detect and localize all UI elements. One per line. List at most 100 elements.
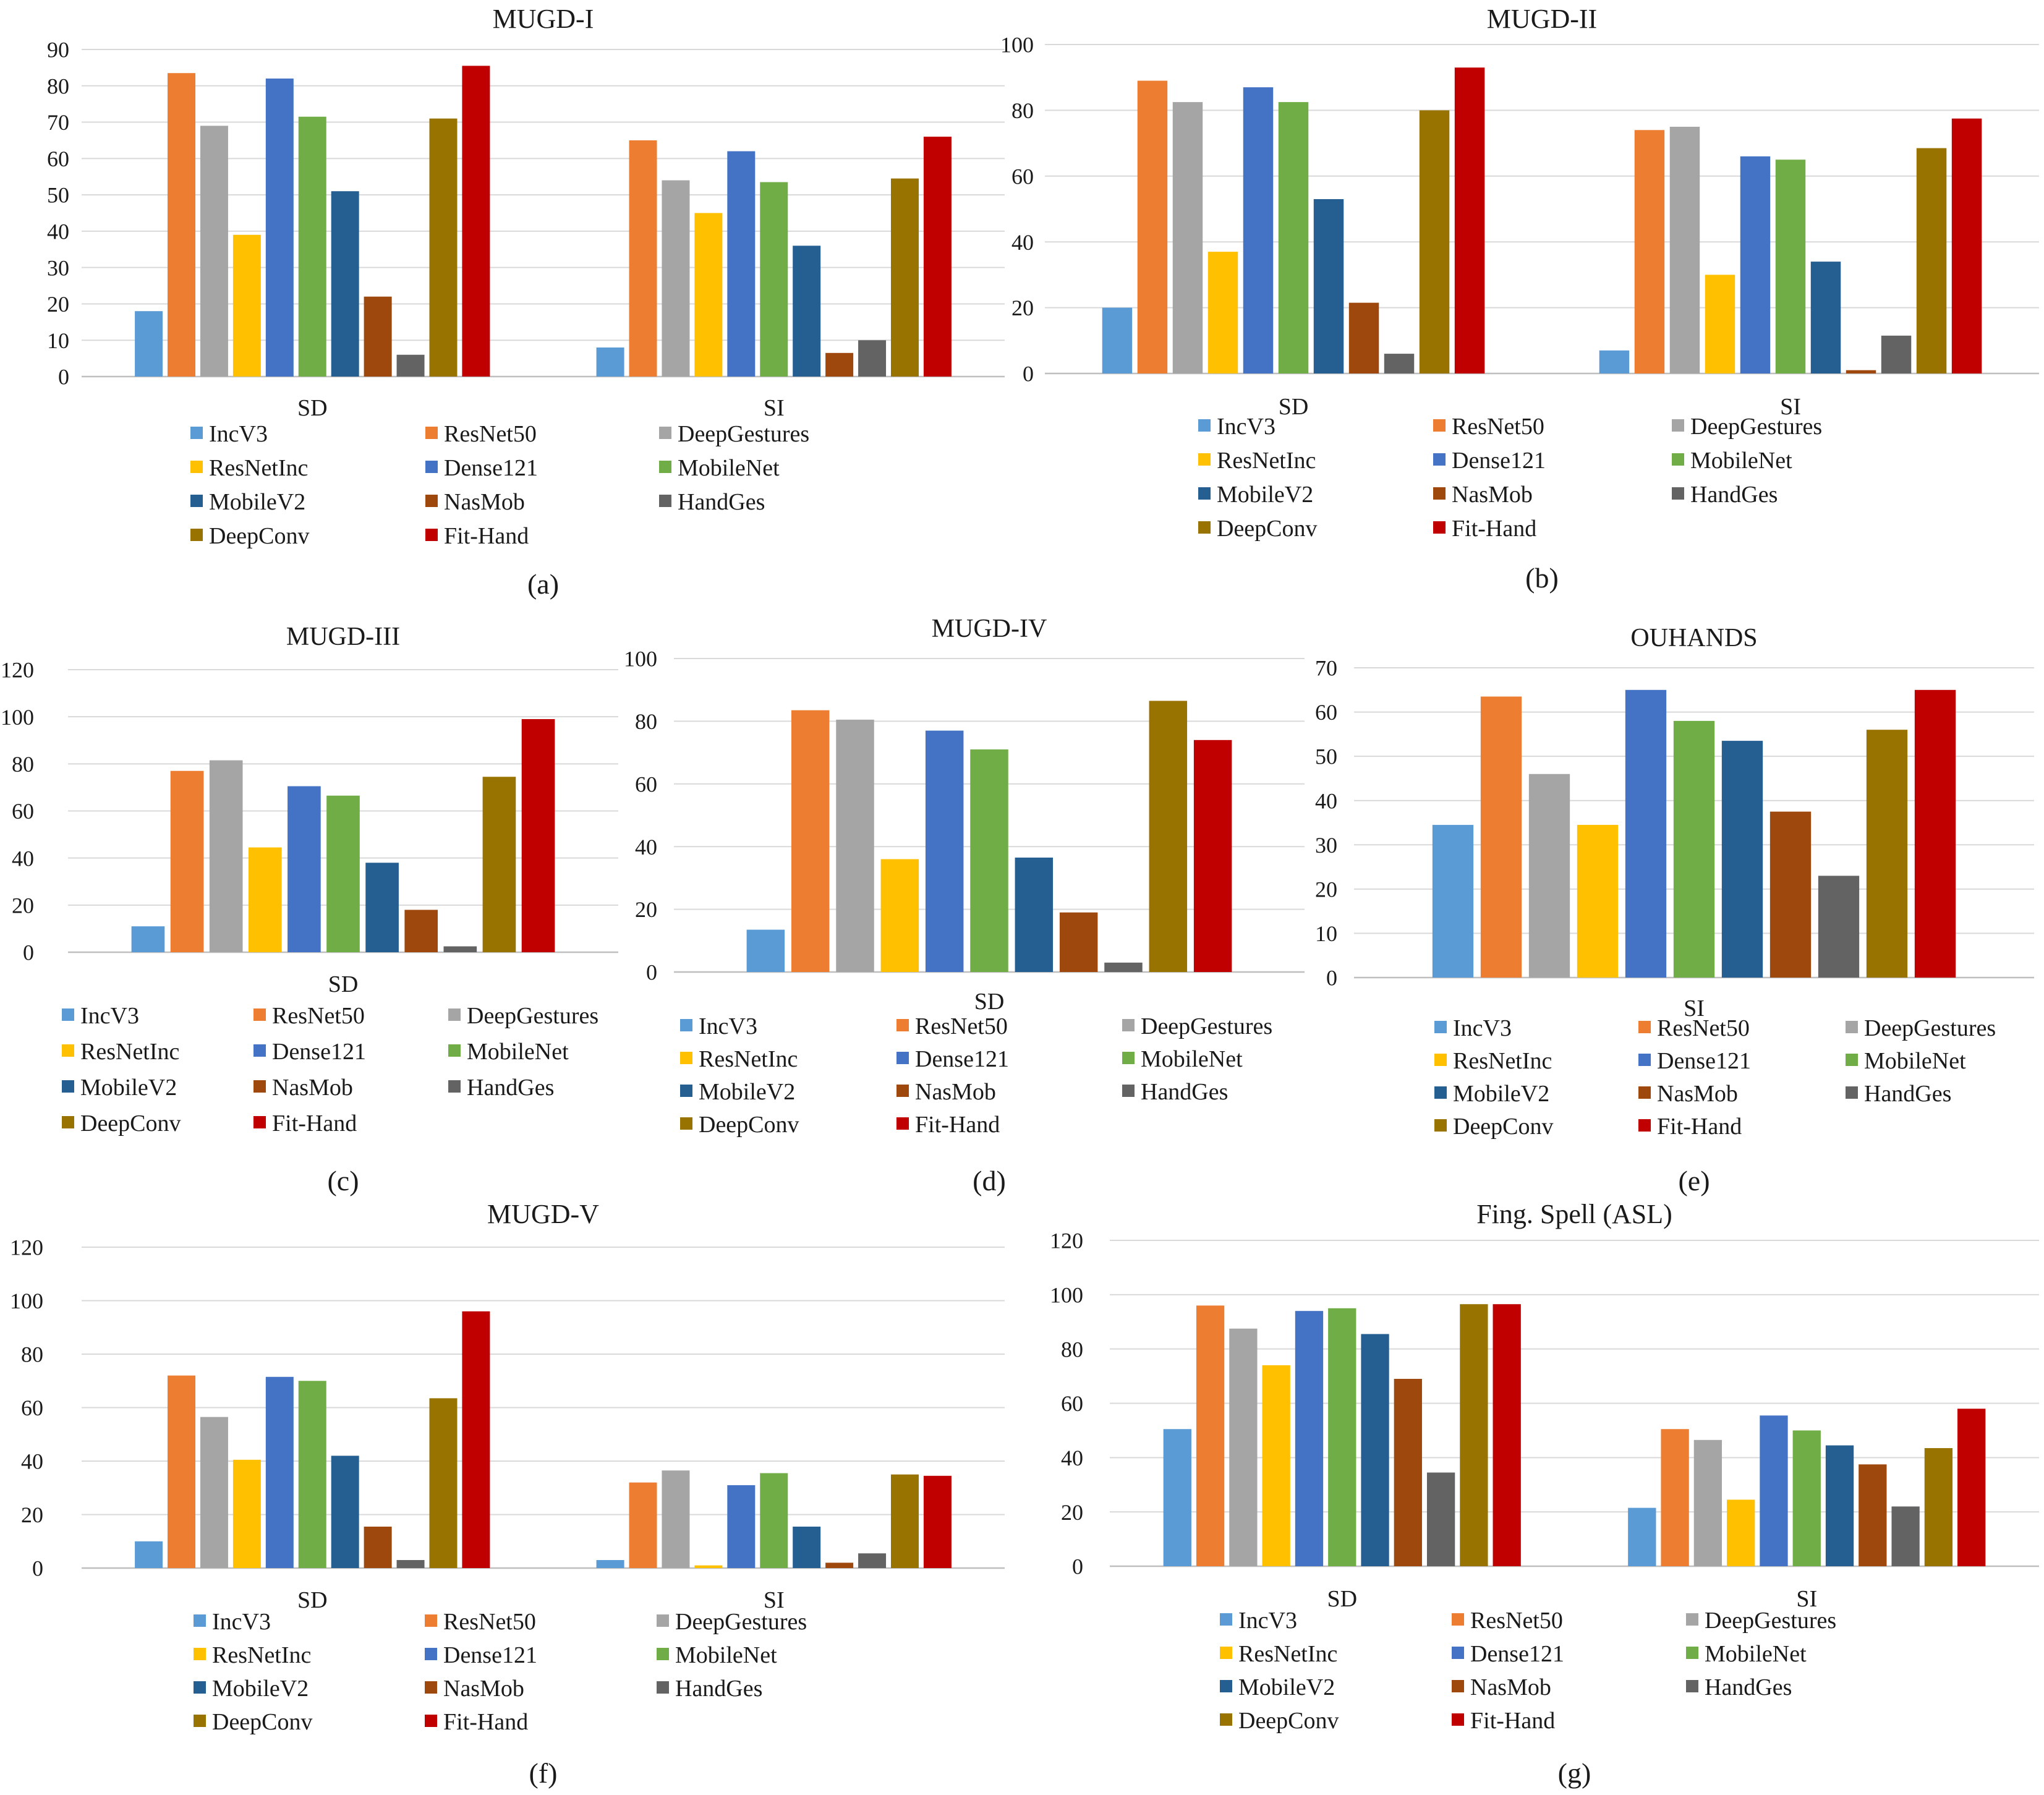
- bar-resnetinc-si: [694, 213, 723, 377]
- bar-mobilenet-sd: [298, 1381, 326, 1568]
- legend-label-incv3: IncV3: [80, 1003, 139, 1029]
- bar-deepgestures-si: [1528, 774, 1570, 978]
- legend-swatch: [659, 461, 671, 473]
- bar-resnet50-si: [629, 1482, 657, 1568]
- legend-label-handges: HandGes: [1141, 1079, 1228, 1105]
- bar-resnet50-sd: [168, 73, 196, 377]
- bar-mobilev2-si: [793, 1526, 821, 1568]
- bar-dense121-sd: [925, 730, 964, 972]
- legend-swatch: [1638, 1119, 1651, 1132]
- y-tick-label: 50: [47, 183, 69, 208]
- y-tick-label: 100: [1000, 33, 1034, 58]
- y-tick-label: 60: [47, 147, 69, 171]
- bar-incv3-sd: [135, 311, 163, 377]
- y-tick-label: 60: [21, 1396, 43, 1420]
- legend-swatch: [896, 1019, 909, 1031]
- bar-deepconv-sd: [1149, 701, 1188, 972]
- bar-incv3-si: [596, 347, 624, 377]
- legend-label-incv3: IncV3: [1217, 414, 1275, 440]
- legend-label-deepgestures: DeepGestures: [1864, 1015, 1996, 1041]
- bar-mobilenet-sd: [326, 795, 360, 952]
- legend-swatch: [659, 495, 671, 507]
- bar-handges-si: [858, 340, 887, 377]
- y-tick-label: 40: [1061, 1446, 1083, 1470]
- bar-resnetinc-si: [1727, 1499, 1755, 1566]
- bar-fit-hand-sd: [462, 1311, 490, 1568]
- legend-swatch: [1638, 1021, 1651, 1033]
- legend-label-fit-hand: Fit-Hand: [444, 523, 529, 549]
- bar-resnet50-sd: [170, 770, 204, 952]
- y-tick-label: 80: [12, 752, 34, 777]
- legend-label-mobilev2: MobileV2: [212, 1676, 309, 1702]
- y-tick-label: 120: [1, 658, 34, 683]
- bar-deepgestures-si: [662, 180, 690, 377]
- y-tick-label: 40: [635, 835, 657, 859]
- legend-swatch: [62, 1008, 74, 1021]
- legend-swatch: [425, 1715, 437, 1727]
- bar-dense121-sd: [1295, 1311, 1324, 1566]
- chart-title: MUGD-II: [1487, 4, 1597, 34]
- legend-swatch: [1220, 1647, 1232, 1659]
- legend-label-deepgestures: DeepGestures: [675, 1609, 807, 1635]
- y-tick-label: 20: [1315, 877, 1337, 902]
- legend-swatch: [253, 1080, 266, 1093]
- legend-swatch: [1846, 1054, 1858, 1066]
- legend-swatch: [1198, 521, 1211, 534]
- legend-label-nasmob: NasMob: [1657, 1081, 1738, 1107]
- legend-swatch: [1434, 1054, 1447, 1066]
- legend-swatch: [190, 461, 203, 473]
- bar-mobilev2-sd: [1015, 857, 1054, 972]
- bar-handges-sd: [1104, 962, 1143, 972]
- legend-swatch: [448, 1044, 461, 1057]
- bar-deepconv-si: [890, 1474, 919, 1568]
- bar-fit-hand-si: [1951, 118, 1982, 373]
- legend-swatch: [253, 1044, 266, 1057]
- bar-fit-hand-si: [1957, 1409, 1986, 1566]
- legend-swatch: [194, 1715, 206, 1727]
- y-tick-label: 60: [12, 799, 34, 824]
- bar-fit-hand-sd: [1493, 1304, 1521, 1566]
- y-tick-label: 100: [10, 1289, 43, 1313]
- legend-swatch: [1434, 1119, 1447, 1132]
- bar-incv3-si: [1599, 350, 1630, 373]
- legend-swatch: [896, 1117, 909, 1130]
- legend-swatch: [659, 427, 671, 439]
- legend-label-fit-hand: Fit-Hand: [1452, 516, 1536, 542]
- legend-swatch: [425, 461, 438, 473]
- category-label: SD: [974, 989, 1005, 1015]
- y-tick-label: 90: [47, 38, 69, 62]
- bar-dense121-sd: [1243, 87, 1274, 373]
- legend-label-fit-hand: Fit-Hand: [443, 1709, 528, 1735]
- legend-swatch: [1452, 1713, 1464, 1726]
- bar-incv3-sd: [131, 926, 165, 952]
- category-label: SD: [328, 971, 359, 997]
- y-tick-label: 20: [47, 292, 69, 317]
- legend-label-resnet50: ResNet50: [444, 421, 537, 447]
- bar-incv3-sd: [746, 929, 785, 972]
- category-label: SI: [1796, 1586, 1817, 1612]
- legend-swatch: [1220, 1713, 1232, 1726]
- bar-resnetinc-sd: [232, 1459, 261, 1568]
- legend-label-resnetinc: ResNetInc: [1238, 1641, 1337, 1667]
- bar-deepconv-sd: [1419, 110, 1450, 373]
- y-tick-label: 40: [12, 846, 34, 871]
- bar-incv3-si: [1628, 1507, 1656, 1566]
- y-tick-label: 100: [624, 647, 657, 672]
- legend-swatch: [425, 529, 438, 541]
- legend-swatch: [1122, 1052, 1135, 1064]
- y-tick-label: 40: [1315, 788, 1337, 813]
- y-tick-label: 20: [12, 893, 34, 918]
- bar-mobilev2-sd: [1361, 1334, 1389, 1566]
- legend-swatch: [1846, 1086, 1858, 1099]
- bar-resnet50-sd: [1137, 80, 1168, 373]
- legend-label-dense121: Dense121: [443, 1642, 537, 1668]
- bar-nasmob-si: [1846, 370, 1876, 373]
- category-label: SI: [764, 395, 785, 421]
- bar-mobilenet-si: [1673, 720, 1715, 978]
- bar-resnet50-sd: [168, 1375, 196, 1568]
- bar-nasmob-si: [1769, 811, 1812, 978]
- bar-mobilev2-si: [1825, 1445, 1854, 1566]
- y-tick-label: 70: [47, 110, 69, 135]
- legend-swatch: [1686, 1613, 1698, 1626]
- legend-label-deepgestures: DeepGestures: [678, 421, 809, 447]
